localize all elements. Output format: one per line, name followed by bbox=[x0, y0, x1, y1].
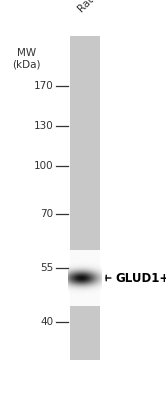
Text: 170: 170 bbox=[33, 81, 53, 91]
Text: 55: 55 bbox=[40, 263, 53, 273]
Text: MW
(kDa): MW (kDa) bbox=[12, 48, 41, 70]
Text: 70: 70 bbox=[40, 209, 53, 219]
Bar bbox=[70, 36, 100, 360]
Text: GLUD1+2: GLUD1+2 bbox=[115, 272, 166, 284]
Text: 100: 100 bbox=[34, 161, 53, 171]
Text: 130: 130 bbox=[33, 121, 53, 131]
Text: 40: 40 bbox=[40, 317, 53, 327]
Text: Rat testis: Rat testis bbox=[76, 0, 118, 14]
